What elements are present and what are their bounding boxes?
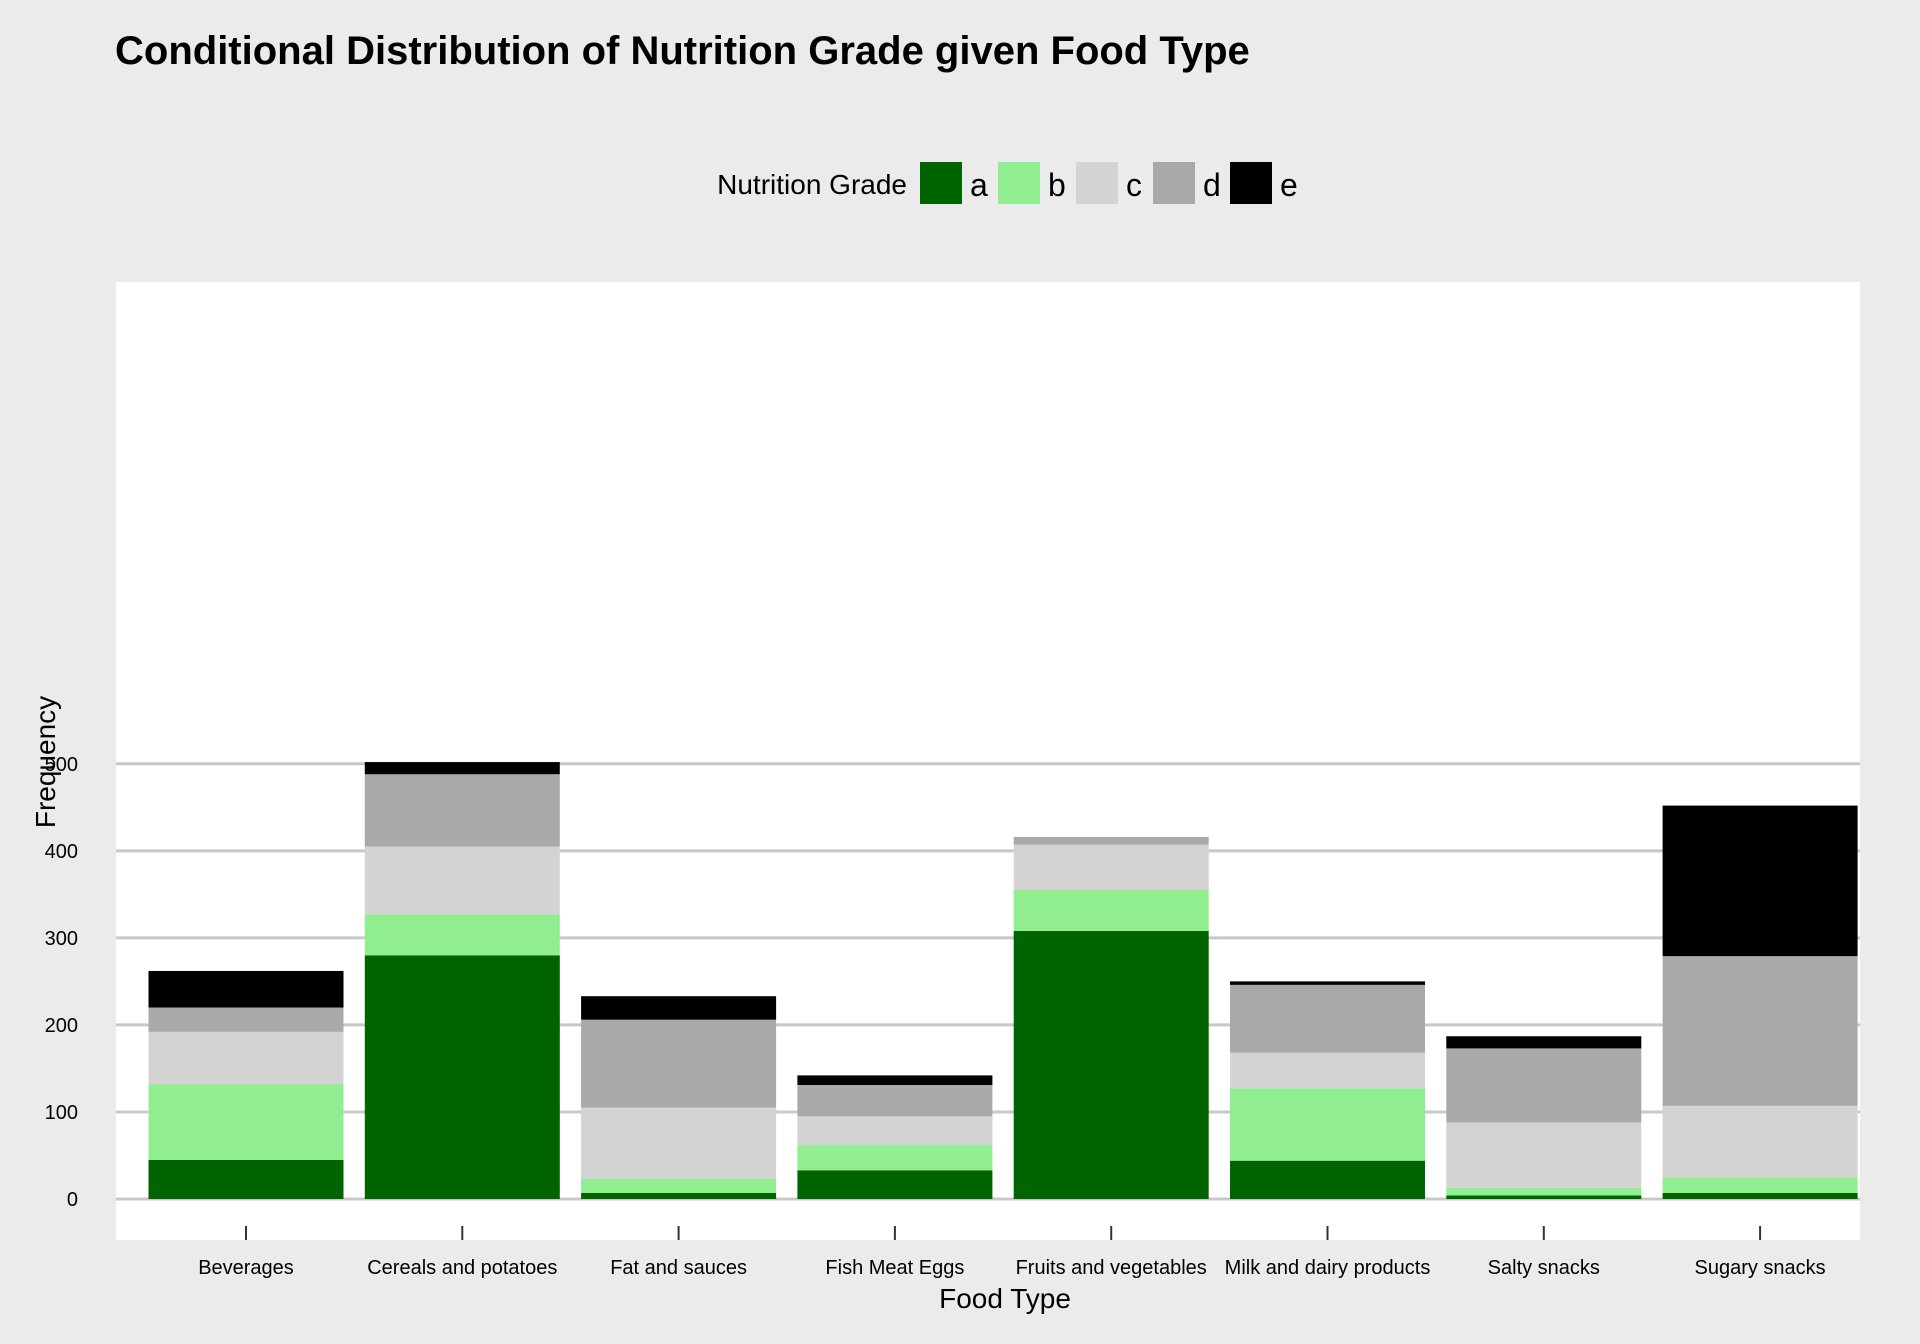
legend-key-c	[1076, 162, 1118, 204]
bar-segment-e	[148, 970, 344, 1008]
x-tick-label: Fruits and vegetables	[1016, 1257, 1207, 1279]
bar-segment-b	[1230, 1088, 1425, 1161]
legend-label-b: b	[1048, 167, 1066, 203]
bar-segment-a	[1446, 1195, 1642, 1199]
x-axis: Beverages Cereals and potatoes Fat and sau…	[198, 1226, 1826, 1279]
bar-segment-a	[1230, 1160, 1425, 1199]
legend-title: Nutrition Grade	[717, 169, 907, 200]
bar-segment-e	[797, 1075, 993, 1085]
x-tick-label: Cereals and potatoes	[367, 1257, 557, 1279]
bars	[148, 762, 1858, 1199]
legend-label-c: c	[1126, 167, 1142, 203]
legend-key-e	[1230, 162, 1272, 204]
bar-segment-b	[1662, 1177, 1858, 1193]
bar-segment-b	[1446, 1187, 1642, 1196]
bar-segment-d	[581, 1019, 777, 1108]
x-axis-label: Food Type	[939, 1283, 1071, 1314]
x-tick-label: Beverages	[198, 1257, 294, 1279]
y-tick-label: 500	[45, 754, 78, 776]
legend-label-a: a	[970, 167, 988, 203]
bar-segment-d	[797, 1084, 993, 1117]
bar-segment-b	[581, 1178, 777, 1193]
bar-segment-b	[364, 914, 560, 956]
y-tick-label: 0	[67, 1189, 78, 1211]
bar-segment-a	[148, 1159, 344, 1199]
y-axis-label: Frequency	[30, 696, 61, 828]
x-tick-label: Salty snacks	[1488, 1257, 1600, 1279]
bar-segment-e	[1446, 1036, 1642, 1049]
legend-key-d	[1153, 162, 1195, 204]
bar-segment-d	[148, 1007, 344, 1032]
y-tick-label: 400	[45, 841, 78, 863]
bar-segment-e	[1662, 805, 1858, 957]
legend-key-a	[920, 162, 962, 204]
bar-segment-e	[581, 996, 777, 1020]
y-tick-label: 300	[45, 928, 78, 950]
bar-segment-c	[1446, 1122, 1642, 1188]
bar-segment-b	[148, 1084, 344, 1160]
x-tick-label: Sugary snacks	[1695, 1257, 1826, 1279]
bar-segment-d	[1013, 836, 1209, 845]
bar-segment-d	[1446, 1048, 1642, 1123]
bar-segment-a	[1662, 1192, 1858, 1199]
bar-segment-a	[797, 1170, 993, 1199]
bar-segment-d	[1662, 956, 1858, 1106]
bar-segment-c	[364, 846, 560, 915]
y-tick-label: 200	[45, 1015, 78, 1037]
bar-segment-d	[1230, 984, 1425, 1053]
bar-segment-e	[364, 762, 560, 775]
bar-segment-b	[1013, 890, 1209, 931]
legend-label-e: e	[1280, 167, 1298, 203]
chart-title: Conditional Distribution of Nutrition Gr…	[115, 29, 1250, 73]
bar-segment-a	[364, 955, 560, 1199]
x-tick-label: Fat and sauces	[610, 1257, 747, 1279]
legend-label-d: d	[1203, 167, 1221, 203]
bar-segment-c	[1662, 1105, 1858, 1178]
bar-segment-e	[1230, 981, 1425, 985]
legend: Nutrition Grade a b c d e	[717, 162, 1298, 204]
bar-segment-c	[1230, 1052, 1425, 1089]
bar-segment-c	[797, 1116, 993, 1146]
bar-segment-c	[581, 1107, 777, 1179]
legend-key-b	[998, 162, 1040, 204]
x-tick-label: Fish Meat Eggs	[825, 1257, 964, 1279]
bar-segment-d	[364, 774, 560, 847]
bar-segment-a	[1013, 930, 1209, 1199]
bar-segment-b	[797, 1145, 993, 1171]
bar-segment-c	[148, 1031, 344, 1085]
y-tick-label: 100	[45, 1102, 78, 1124]
bar-segment-c	[1013, 844, 1209, 891]
y-axis: 0 100 200 300 400 500	[45, 754, 78, 1211]
bar-segment-a	[581, 1192, 777, 1199]
x-tick-label: Milk and dairy products	[1225, 1257, 1431, 1279]
